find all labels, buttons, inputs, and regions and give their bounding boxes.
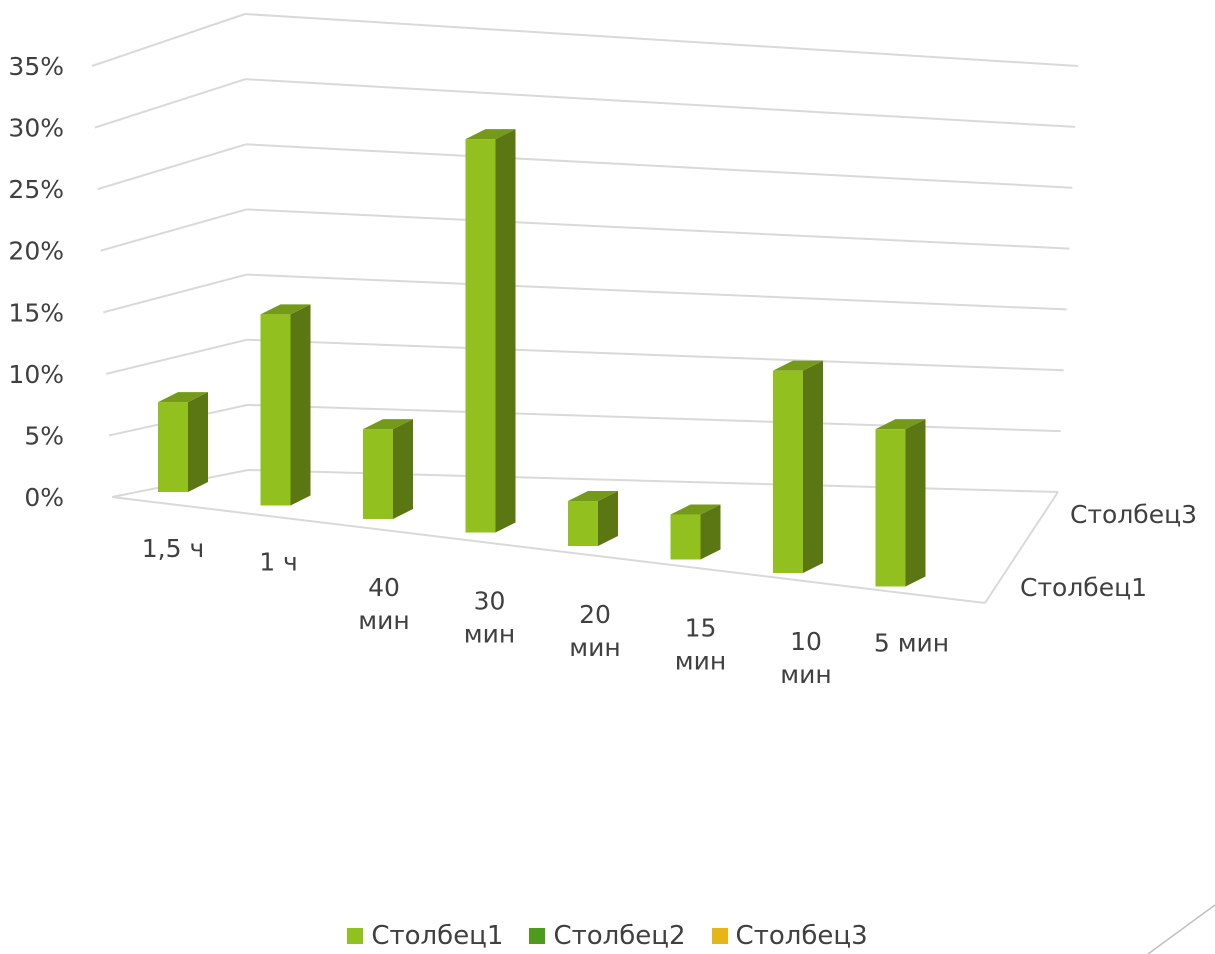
x-tick-label: 15 мин [675,614,726,676]
bar [260,314,291,506]
y-tick-label: 5% [24,421,64,450]
bar [875,429,906,587]
bar [773,370,803,573]
legend-label: Столбец3 [735,921,868,951]
bar-side [700,504,721,560]
x-tick-label: 40 мин [358,573,409,635]
y-tick-label: 20% [8,237,64,266]
legend-label: Столбец1 [371,921,504,951]
bar-top [158,392,208,403]
x-tick-label: 30 мин [464,587,515,649]
gridline-back [247,338,1064,372]
gridline-side [100,208,247,252]
legend-item: Столбец3 [711,918,868,954]
y-tick-label: 0% [24,483,64,512]
x-tick-label: 20 мин [569,600,620,662]
gridline-back [246,208,1070,250]
legend-swatch [711,928,728,944]
legend-swatch [347,928,364,944]
bar-side [598,491,618,546]
gridline-side [91,13,246,67]
bar-side [495,129,516,533]
bar-top [875,419,926,430]
legend-item: Столбец2 [529,918,686,954]
floor-edge-right [984,491,1059,604]
bar-top [260,304,311,315]
depth-axis-label: Столбец3 [1070,500,1197,529]
bar [158,402,188,492]
y-tick-label: 25% [8,175,64,204]
gridline-side [97,143,247,191]
bar [568,501,598,546]
bar-side [290,304,311,506]
x-tick-label: 5 мин [874,629,949,658]
legend-label: Столбец2 [553,921,686,951]
y-tick-label: 30% [8,114,64,143]
bar [363,429,393,519]
bar-top [670,504,721,515]
legend-swatch [529,928,546,944]
gridline-back [244,13,1079,67]
bar-side [905,419,926,587]
gridline-back [245,143,1073,189]
bar [465,139,496,533]
gridline-back [245,78,1076,128]
bar-top [773,360,823,371]
corner-decoration [1147,904,1215,954]
floor-edge [111,496,986,604]
y-tick-label: 15% [8,298,64,327]
bar [670,514,701,560]
bar-top [568,491,618,502]
gridline-side [103,273,247,314]
bar-side [393,419,413,519]
y-tick-label: 10% [8,360,64,389]
gridline-side [94,78,246,129]
depth-axis-label: Столбец1 [1020,573,1147,602]
bar-top [465,129,516,140]
bar-side [188,392,208,492]
legend: Столбец1 Столбец2 Столбец3 [0,918,1215,954]
x-tick-label: 1,5 ч [142,534,204,563]
gridline-back [246,273,1067,311]
legend-item: Столбец1 [347,918,503,954]
bar-side [803,360,823,573]
x-tick-label: 1 ч [259,548,298,577]
gridline-side [106,338,248,375]
bar-top [363,419,413,430]
x-tick-label: 10 мин [780,627,831,689]
y-tick-label: 35% [8,52,64,81]
